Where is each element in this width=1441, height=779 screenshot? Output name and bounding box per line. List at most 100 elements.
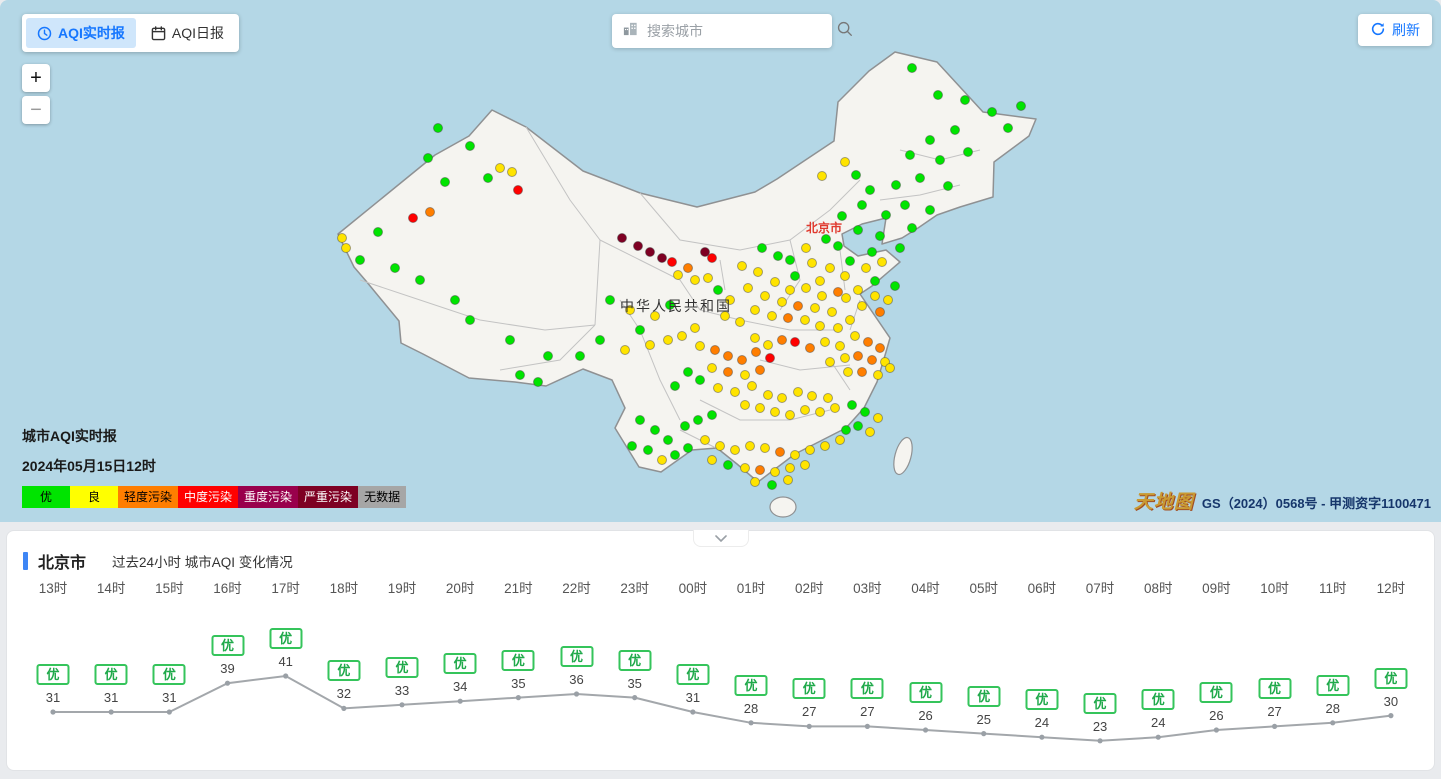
city-aqi-dot[interactable] (840, 157, 850, 167)
city-aqi-dot[interactable] (790, 271, 800, 281)
city-aqi-dot[interactable] (710, 345, 720, 355)
city-aqi-dot[interactable] (755, 403, 765, 413)
city-aqi-dot[interactable] (907, 223, 917, 233)
city-aqi-dot[interactable] (713, 383, 723, 393)
city-aqi-dot[interactable] (747, 381, 757, 391)
city-aqi-dot[interactable] (875, 307, 885, 317)
city-aqi-dot[interactable] (433, 123, 443, 133)
city-aqi-dot[interactable] (707, 455, 717, 465)
city-aqi-dot[interactable] (750, 305, 760, 315)
city-aqi-dot[interactable] (440, 177, 450, 187)
city-aqi-dot[interactable] (840, 271, 850, 281)
city-aqi-dot[interactable] (825, 357, 835, 367)
city-aqi-dot[interactable] (707, 363, 717, 373)
city-aqi-dot[interactable] (783, 475, 793, 485)
city-aqi-dot[interactable] (777, 393, 787, 403)
city-aqi-dot[interactable] (853, 421, 863, 431)
city-aqi-dot[interactable] (740, 370, 750, 380)
city-aqi-dot[interactable] (835, 435, 845, 445)
city-aqi-dot[interactable] (790, 337, 800, 347)
city-aqi-dot[interactable] (650, 425, 660, 435)
city-aqi-dot[interactable] (695, 375, 705, 385)
city-aqi-dot[interactable] (773, 251, 783, 261)
city-aqi-dot[interactable] (341, 243, 351, 253)
city-aqi-dot[interactable] (785, 463, 795, 473)
city-aqi-dot[interactable] (823, 393, 833, 403)
city-aqi-dot[interactable] (833, 241, 843, 251)
city-aqi-dot[interactable] (790, 450, 800, 460)
city-aqi-dot[interactable] (635, 325, 645, 335)
city-aqi-dot[interactable] (807, 258, 817, 268)
tab-aqi-daily[interactable]: AQI日报 (139, 18, 236, 48)
city-aqi-dot[interactable] (867, 355, 877, 365)
city-aqi-dot[interactable] (751, 347, 761, 357)
city-aqi-dot[interactable] (853, 225, 863, 235)
city-aqi-dot[interactable] (763, 340, 773, 350)
city-aqi-dot[interactable] (515, 370, 525, 380)
zoom-in-button[interactable]: + (22, 64, 50, 92)
city-aqi-dot[interactable] (777, 335, 787, 345)
zoom-out-button[interactable]: − (22, 96, 50, 124)
city-aqi-dot[interactable] (801, 283, 811, 293)
city-aqi-dot[interactable] (755, 465, 765, 475)
city-aqi-dot[interactable] (881, 210, 891, 220)
city-aqi-dot[interactable] (870, 276, 880, 286)
city-aqi-dot[interactable] (450, 295, 460, 305)
city-aqi-dot[interactable] (740, 400, 750, 410)
city-aqi-dot[interactable] (775, 447, 785, 457)
city-aqi-dot[interactable] (841, 425, 851, 435)
city-aqi-dot[interactable] (765, 353, 775, 363)
city-aqi-dot[interactable] (873, 370, 883, 380)
city-aqi-dot[interactable] (885, 363, 895, 373)
city-aqi-dot[interactable] (785, 255, 795, 265)
city-aqi-dot[interactable] (620, 345, 630, 355)
city-aqi-dot[interactable] (495, 163, 505, 173)
city-aqi-dot[interactable] (670, 450, 680, 460)
city-aqi-dot[interactable] (753, 267, 763, 277)
refresh-button[interactable]: 刷新 (1358, 14, 1432, 46)
city-aqi-dot[interactable] (575, 351, 585, 361)
city-aqi-dot[interactable] (783, 313, 793, 323)
city-aqi-dot[interactable] (895, 243, 905, 253)
city-aqi-dot[interactable] (617, 233, 627, 243)
city-aqi-dot[interactable] (650, 311, 660, 321)
city-aqi-dot[interactable] (800, 460, 810, 470)
city-aqi-dot[interactable] (337, 233, 347, 243)
city-aqi-dot[interactable] (1016, 101, 1026, 111)
city-aqi-dot[interactable] (875, 231, 885, 241)
city-aqi-dot[interactable] (373, 227, 383, 237)
city-aqi-dot[interactable] (900, 200, 910, 210)
city-aqi-dot[interactable] (750, 333, 760, 343)
city-aqi-dot[interactable] (805, 445, 815, 455)
city-aqi-dot[interactable] (827, 307, 837, 317)
city-aqi-dot[interactable] (730, 445, 740, 455)
city-aqi-dot[interactable] (723, 367, 733, 377)
city-aqi-dot[interactable] (845, 315, 855, 325)
city-aqi-dot[interactable] (707, 410, 717, 420)
city-aqi-dot[interactable] (355, 255, 365, 265)
city-aqi-dot[interactable] (817, 171, 827, 181)
city-aqi-dot[interactable] (657, 455, 667, 465)
city-aqi-dot[interactable] (880, 357, 890, 367)
city-aqi-dot[interactable] (695, 341, 705, 351)
city-aqi-dot[interactable] (833, 287, 843, 297)
city-aqi-dot[interactable] (833, 323, 843, 333)
city-aqi-dot[interactable] (663, 435, 673, 445)
city-aqi-dot[interactable] (841, 293, 851, 303)
city-aqi-dot[interactable] (645, 340, 655, 350)
city-aqi-dot[interactable] (870, 291, 880, 301)
city-aqi-dot[interactable] (673, 270, 683, 280)
city-aqi-dot[interactable] (757, 243, 767, 253)
city-aqi-dot[interactable] (815, 407, 825, 417)
city-aqi-dot[interactable] (533, 377, 543, 387)
city-aqi-dot[interactable] (830, 403, 840, 413)
city-aqi-dot[interactable] (840, 353, 850, 363)
city-aqi-dot[interactable] (857, 200, 867, 210)
city-aqi-dot[interactable] (845, 256, 855, 266)
city-aqi-dot[interactable] (865, 427, 875, 437)
city-aqi-dot[interactable] (767, 311, 777, 321)
city-aqi-dot[interactable] (807, 391, 817, 401)
city-aqi-dot[interactable] (800, 315, 810, 325)
city-aqi-dot[interactable] (785, 410, 795, 420)
city-aqi-dot[interactable] (605, 295, 615, 305)
